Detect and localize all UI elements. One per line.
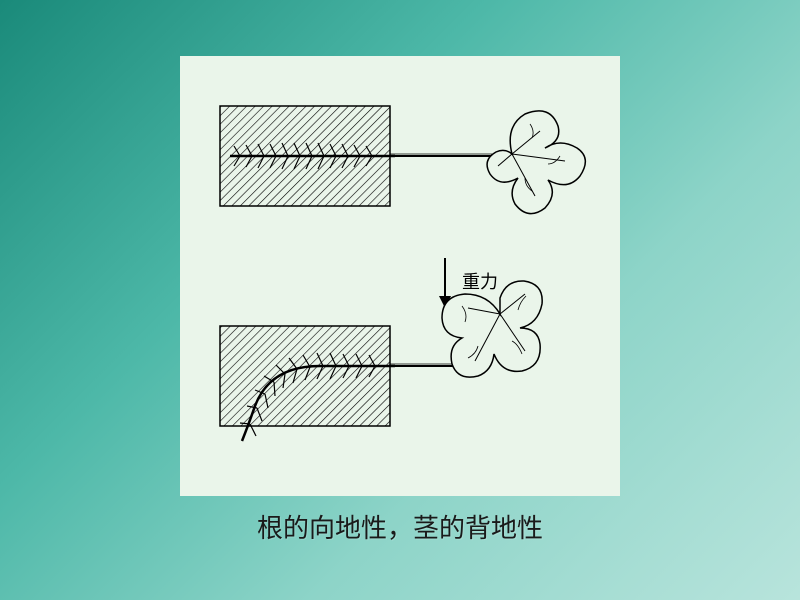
bottom-soil-box (220, 326, 390, 426)
figure-container: 重力 (180, 56, 620, 496)
plant-diagram-svg (200, 76, 600, 476)
bottom-leaves (442, 280, 542, 376)
figure-caption: 根的向地性，茎的背地性 (257, 508, 543, 545)
diagram-area: 重力 (200, 76, 600, 476)
gravity-label: 重力 (462, 268, 498, 294)
top-leaves (487, 110, 585, 213)
